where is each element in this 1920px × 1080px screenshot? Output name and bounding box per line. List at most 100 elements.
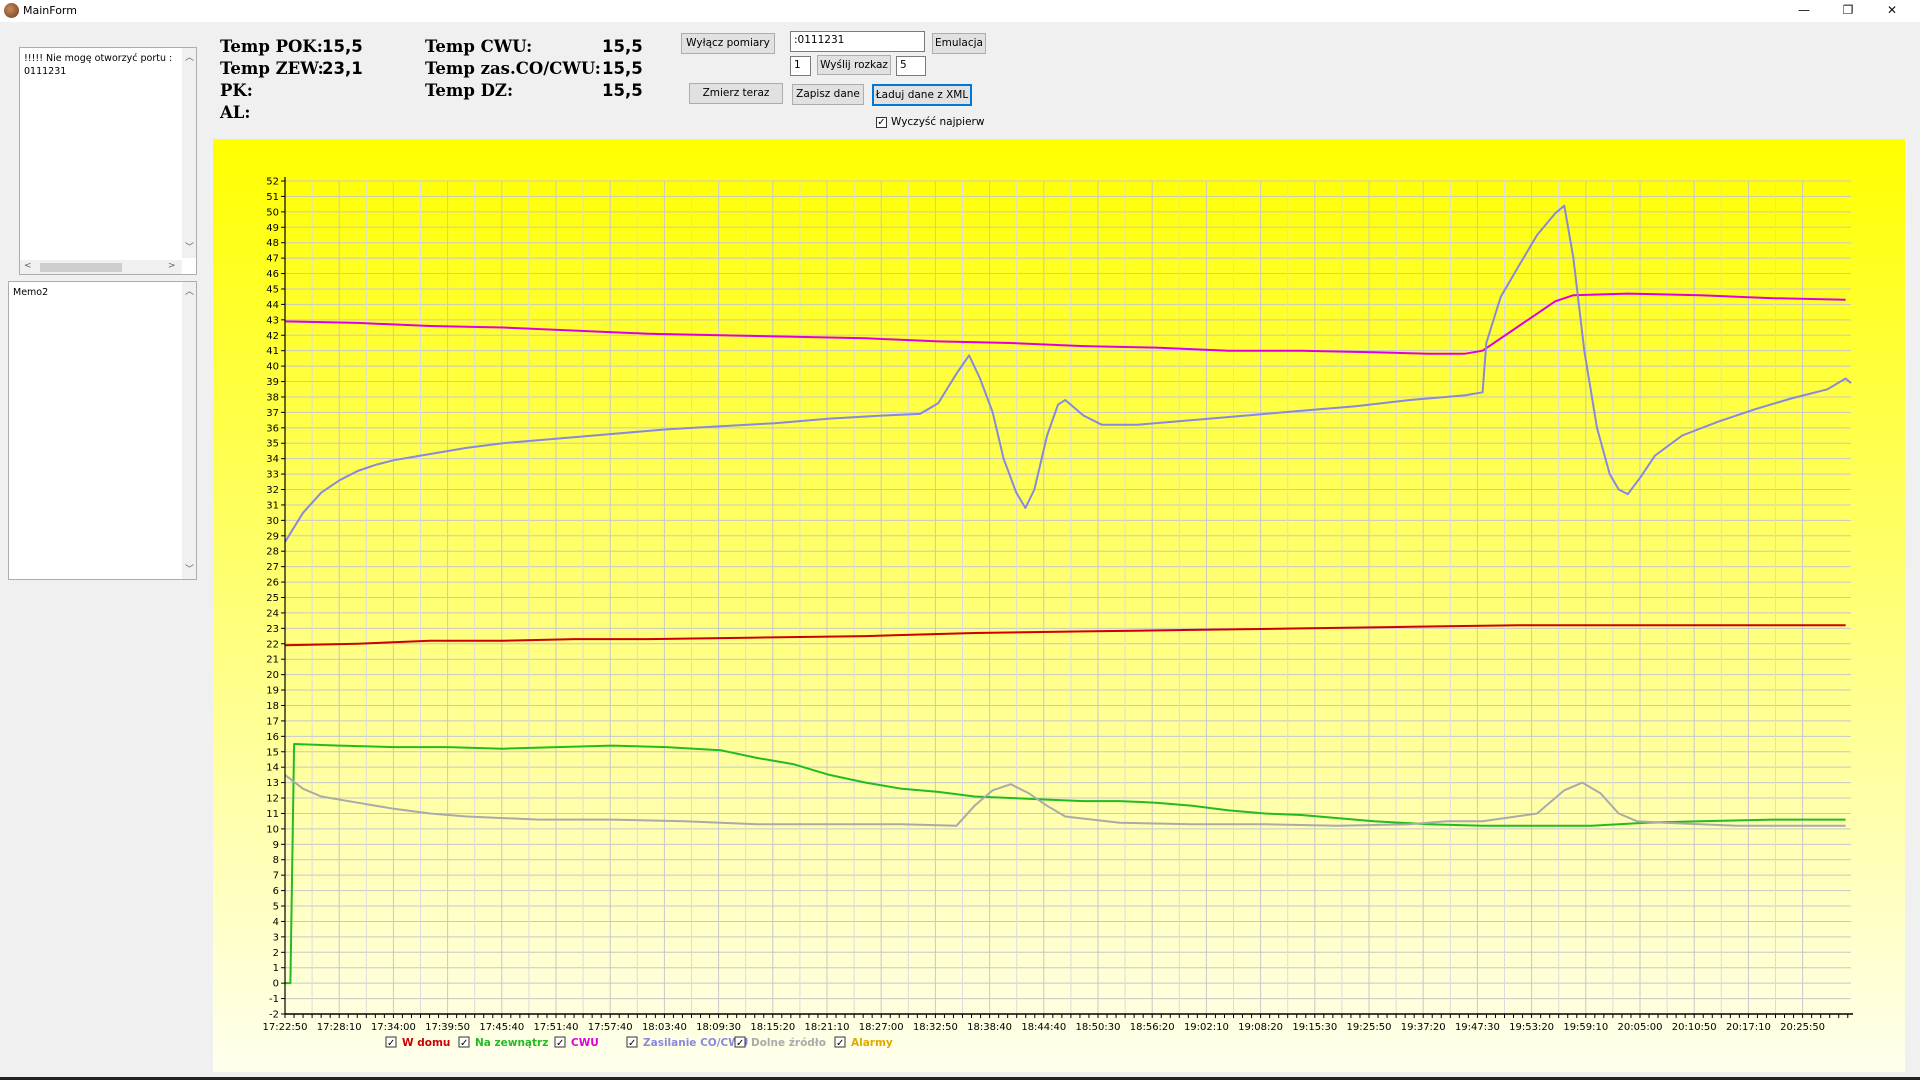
y-tick-label: 52 <box>266 177 279 188</box>
temp-pok-label: Temp POK: <box>220 37 323 56</box>
x-tick-label: 18:56:20 <box>1130 1022 1175 1033</box>
scroll-thumb[interactable] <box>40 263 122 272</box>
temp-cwu-label: Temp CWU: <box>425 37 533 56</box>
legend-checkbox <box>385 1036 397 1048</box>
y-tick-label: 35 <box>266 439 279 450</box>
restore-button[interactable]: ❐ <box>1842 3 1854 17</box>
legend-check-icon: ✓ <box>836 1038 844 1049</box>
chart-background <box>213 139 1905 1072</box>
minimize-button[interactable]: — <box>1798 3 1810 17</box>
series-line-dolne-r-d-o <box>284 774 1846 827</box>
y-tick-label: 19 <box>266 686 279 697</box>
memo2-vertical-scrollbar[interactable]: ︿ ﹀ <box>182 282 196 579</box>
y-tick-label: 11 <box>266 809 279 820</box>
memo1-vertical-scrollbar[interactable]: ︿ ﹀ <box>182 48 196 258</box>
x-tick-label: 17:39:50 <box>425 1022 470 1033</box>
y-tick-label: 24 <box>266 608 279 619</box>
temp-zas-label: Temp zas.CO/CWU: <box>425 59 601 78</box>
y-tick-label: 22 <box>266 639 279 650</box>
y-tick-label: 27 <box>266 562 279 573</box>
legend-checkbox <box>458 1036 470 1048</box>
y-tick-label: 46 <box>266 269 279 280</box>
y-tick-label: 15 <box>266 747 279 758</box>
legend-label: Zasilanie CO/CWU <box>643 1037 748 1049</box>
x-tick-label: 19:37:20 <box>1401 1022 1446 1033</box>
zmierz-teraz-button[interactable]: Zmierz teraz <box>689 83 783 104</box>
rozkaz-number-input[interactable]: 1 <box>790 56 811 76</box>
x-tick-label: 19:15:30 <box>1292 1022 1337 1033</box>
temp-zew-value: 23,1 <box>322 59 363 78</box>
y-tick-label: 23 <box>266 624 279 635</box>
x-tick-label: 18:32:50 <box>913 1022 958 1033</box>
scroll-up-icon[interactable]: ︿ <box>185 53 195 63</box>
y-tick-label: 21 <box>266 655 279 666</box>
scroll-up-icon[interactable]: ︿ <box>185 287 195 297</box>
x-tick-label: 20:25:50 <box>1780 1022 1825 1033</box>
close-button[interactable]: ✕ <box>1886 3 1898 17</box>
y-tick-label: 43 <box>266 315 279 326</box>
laduj-dane-xml-button[interactable]: Ładuj dane z XML <box>872 84 972 106</box>
x-tick-label: 18:38:40 <box>967 1022 1012 1033</box>
scroll-down-icon[interactable]: ﹀ <box>185 243 195 253</box>
legend-check-icon: ✓ <box>460 1038 468 1049</box>
scroll-down-icon[interactable]: ﹀ <box>185 565 195 575</box>
scroll-left-icon[interactable]: < <box>24 261 32 271</box>
y-tick-label: 29 <box>266 531 279 542</box>
y-tick-label: 3 <box>273 932 279 943</box>
y-tick-label: 0 <box>273 979 279 990</box>
legend-checkbox <box>626 1036 638 1048</box>
y-tick-label: 39 <box>266 377 279 388</box>
memo1-textbox[interactable]: !!!!! Nie mogę otworzyć portu : 0111231 … <box>19 47 197 275</box>
chart-series <box>284 204 1852 985</box>
y-tick-label: 38 <box>266 392 279 403</box>
y-tick-label: 47 <box>266 254 279 265</box>
y-tick-label: 31 <box>266 500 279 511</box>
temp-dz-value: 15,5 <box>602 81 643 100</box>
memo1-horizontal-scrollbar[interactable]: < > <box>20 260 182 274</box>
temp-cwu-value: 15,5 <box>602 37 643 56</box>
wyczysc-checkbox[interactable]: ✓ <box>876 117 887 128</box>
legend-label: W domu <box>402 1037 450 1049</box>
y-tick-label: 10 <box>266 824 279 835</box>
y-tick-label: 9 <box>273 840 279 851</box>
temp-zas-value: 15,5 <box>602 59 643 78</box>
emulacja-button[interactable]: Emulacja <box>932 33 986 54</box>
rozkaz-param-input[interactable]: 5 <box>896 56 926 76</box>
x-tick-label: 18:27:00 <box>859 1022 904 1033</box>
y-tick-label: 45 <box>266 284 279 295</box>
x-tick-label: 17:22:50 <box>263 1022 308 1033</box>
memo2-textbox[interactable]: Memo2 ︿ ﹀ <box>8 281 197 580</box>
series-line-na-zewn-trz <box>285 743 1846 985</box>
y-tick-label: 44 <box>266 300 279 311</box>
scroll-right-icon[interactable]: > <box>168 261 176 271</box>
legend-checkbox <box>834 1036 846 1048</box>
zapisz-dane-button[interactable]: Zapisz dane <box>792 84 864 105</box>
chart-grid <box>284 180 1851 1015</box>
y-tick-label: 42 <box>266 331 279 342</box>
legend-checkbox <box>734 1036 746 1048</box>
x-tick-label: 19:08:20 <box>1238 1022 1283 1033</box>
pk-label: PK: <box>220 81 253 100</box>
legend-check-icon: ✓ <box>736 1038 744 1049</box>
x-tick-label: 17:28:10 <box>317 1022 362 1033</box>
legend-check-icon: ✓ <box>387 1038 395 1049</box>
title-bar: MainForm — ❐ ✕ <box>0 0 1920 22</box>
x-tick-label: 20:17:10 <box>1726 1022 1771 1033</box>
legend-check-icon: ✓ <box>628 1038 636 1049</box>
y-tick-label: 18 <box>266 701 279 712</box>
temp-zew-label: Temp ZEW: <box>220 59 324 78</box>
al-label: AL: <box>220 103 251 122</box>
command-input[interactable]: :0111231 <box>790 31 925 52</box>
x-tick-label: 19:25:50 <box>1347 1022 1392 1033</box>
y-tick-label: 14 <box>266 763 279 774</box>
x-tick-label: 20:10:50 <box>1672 1022 1717 1033</box>
y-tick-label: 26 <box>266 578 279 589</box>
y-tick-label: 30 <box>266 516 279 527</box>
wyslij-rozkaz-button[interactable]: Wyślij rozkaz <box>817 55 891 75</box>
legend-label: Dolne źródło <box>751 1037 826 1049</box>
legend-check-icon: ✓ <box>556 1038 564 1049</box>
wyczysc-label: Wyczyść najpierw <box>891 116 985 128</box>
x-tick-label: 18:15:20 <box>750 1022 795 1033</box>
wylacz-pomiary-button[interactable]: Wyłącz pomiary <box>681 33 775 54</box>
chart-legend: ✓ W domu ✓ Na zewnątrz ✓ CWU ✓ Zasilanie CO/CWU… <box>385 1036 893 1049</box>
